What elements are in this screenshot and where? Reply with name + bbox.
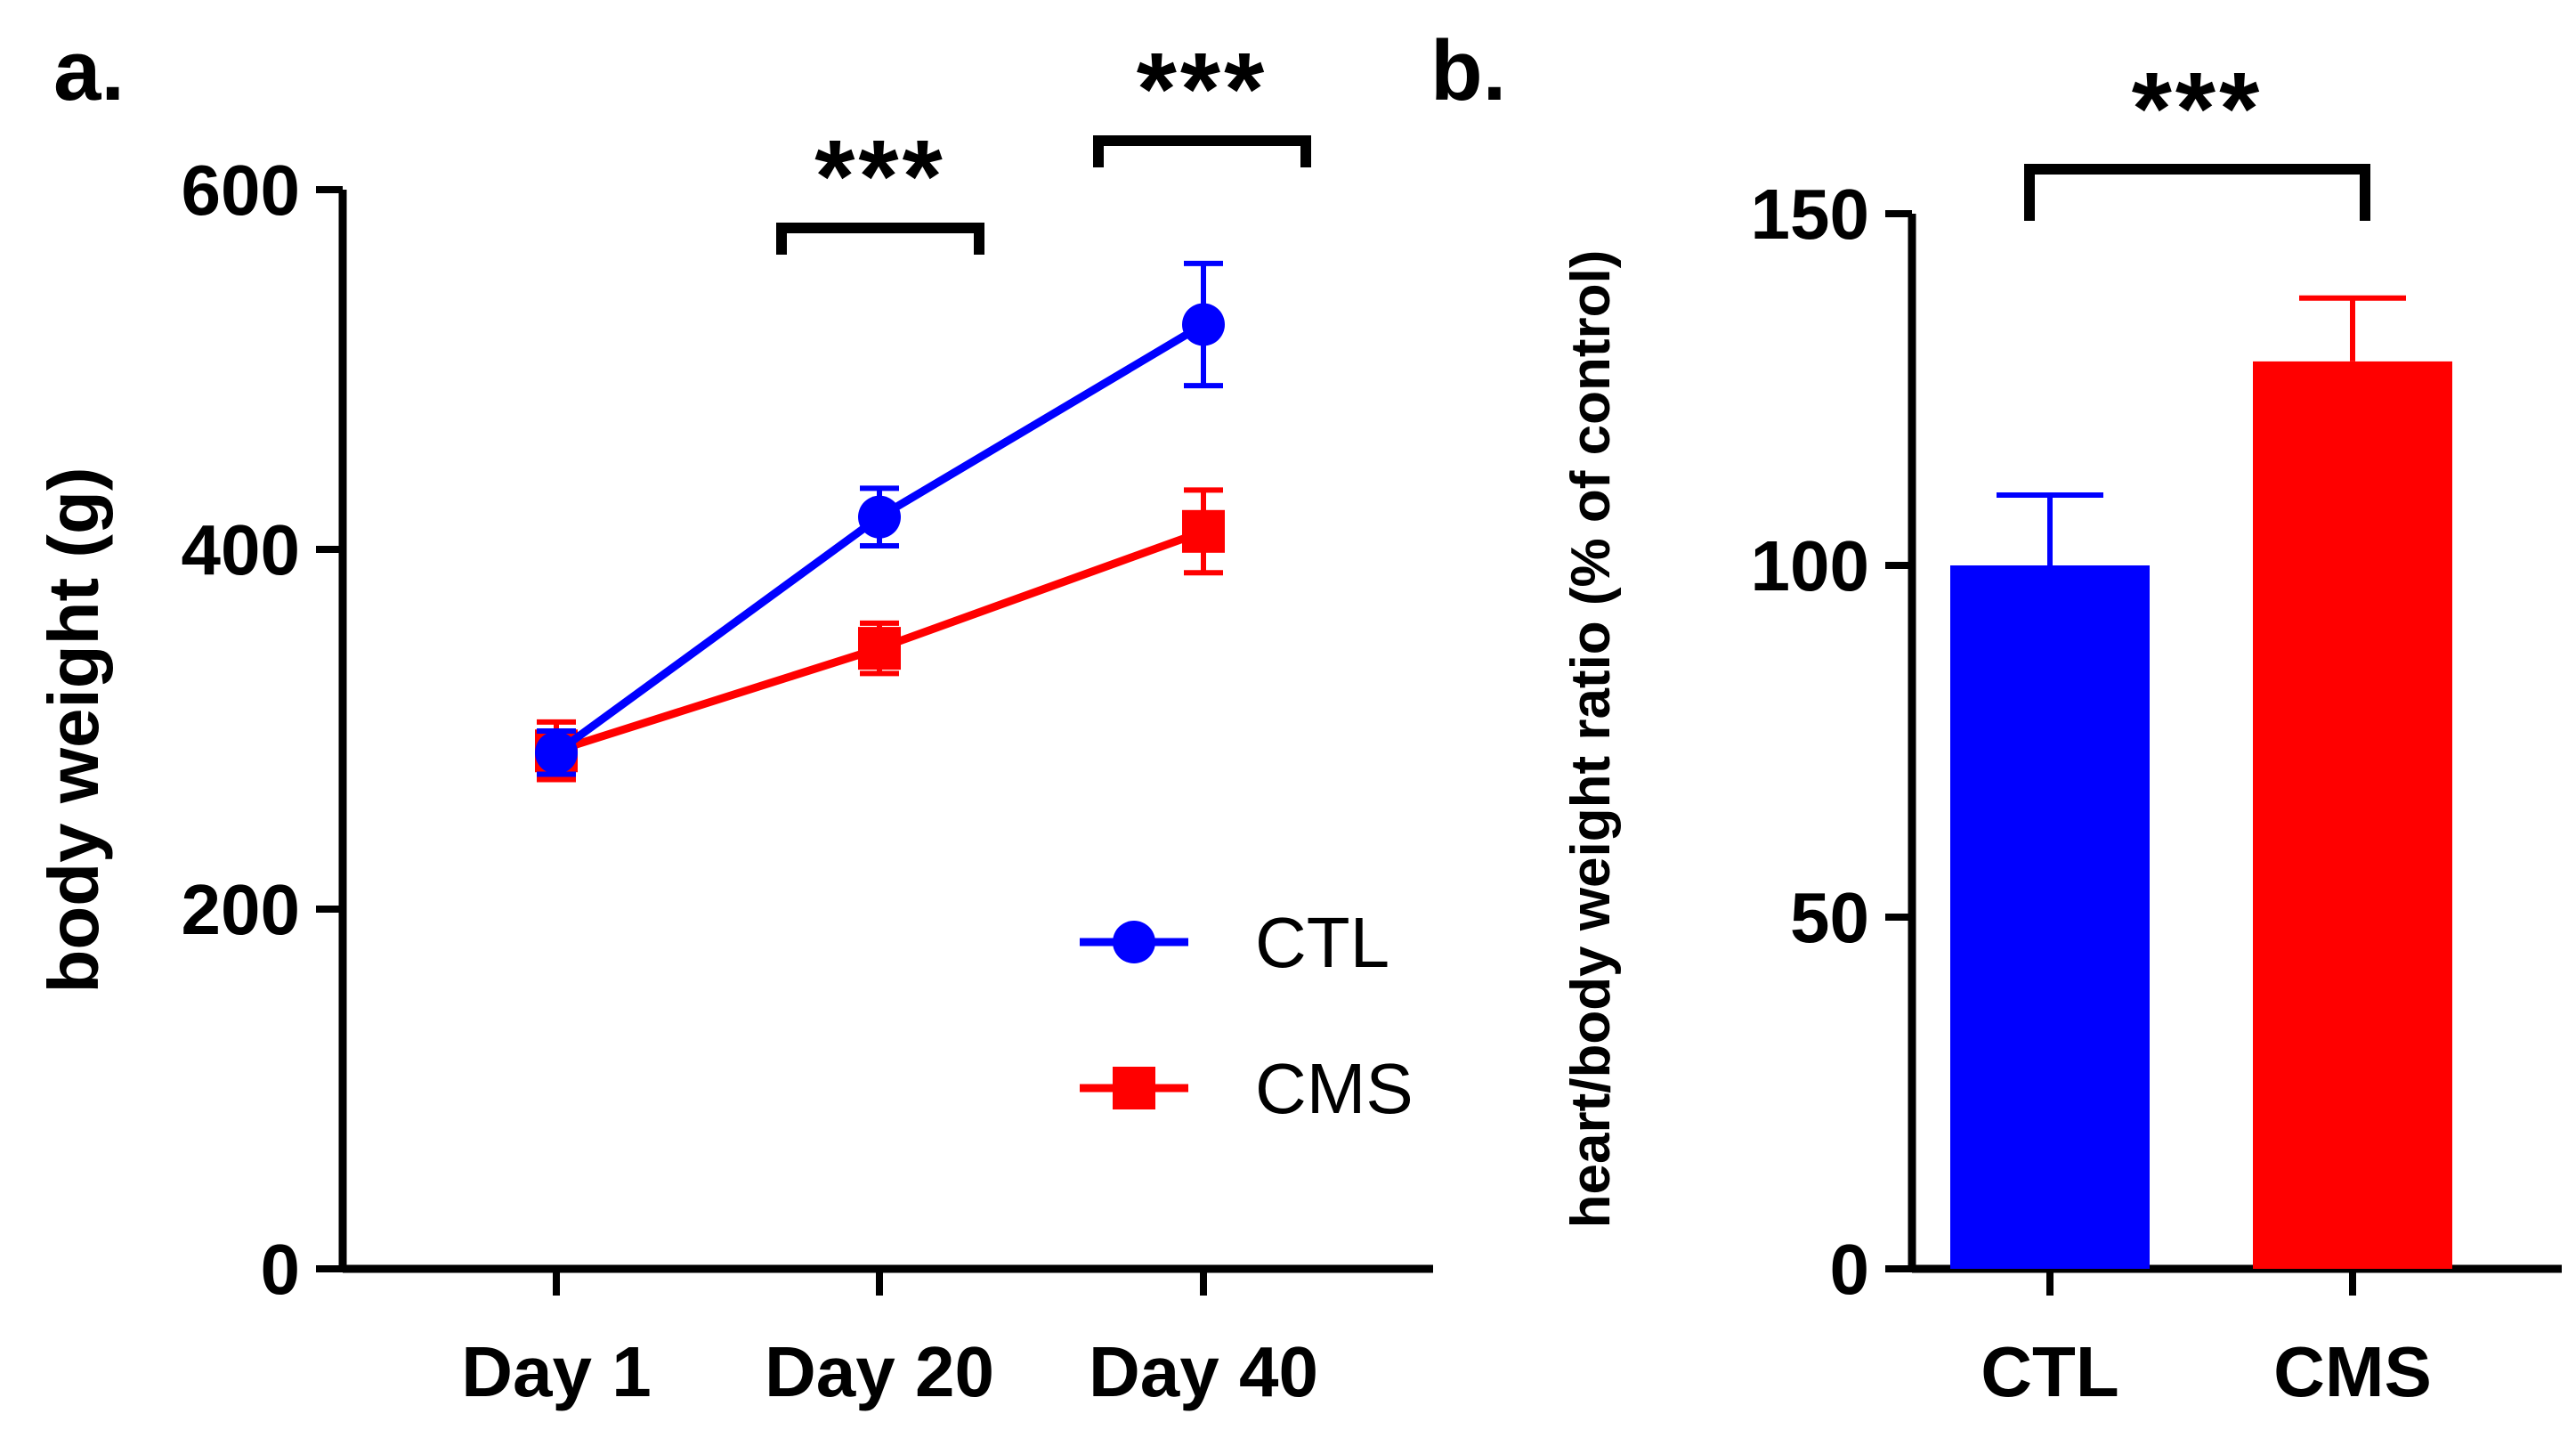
legend: CTL CMS <box>1080 903 1414 1128</box>
x-tick-label: Day 20 <box>765 1332 994 1411</box>
data-point-ctl <box>535 731 578 775</box>
legend-label-cms: CMS <box>1255 1049 1414 1128</box>
x-tick-label: CMS <box>2273 1332 2432 1411</box>
y-tick-label: 0 <box>1830 1230 1870 1309</box>
data-point-ctl <box>858 495 901 539</box>
panel-b-heart-ratio-chart: b. 0 50 100 150 CTL CMS heart/body weight ra… <box>1430 23 2562 1411</box>
y-tick-label: 200 <box>182 870 300 949</box>
data-point-cms <box>1182 509 1225 553</box>
data-point-ctl <box>1182 303 1225 346</box>
y-tick-label: 600 <box>182 150 300 230</box>
significance-label: *** <box>2132 51 2263 167</box>
significance-label: *** <box>814 118 945 234</box>
panel-b-label: b. <box>1430 23 1506 118</box>
significance-label: *** <box>1137 31 1268 147</box>
y-tick-label: 100 <box>1751 526 1869 605</box>
significance-bracket <box>1093 135 1311 167</box>
legend-marker-ctl <box>1113 921 1155 963</box>
x-tick-label: Day 40 <box>1089 1332 1318 1411</box>
x-tick-label: CTL <box>1981 1332 2119 1411</box>
y-tick-label: 150 <box>1751 175 1869 254</box>
panel-a-body-weight-chart: a. 0 200 400 600 Day 1 Day 20 Day 40 body wei… <box>34 23 1433 1411</box>
bar-cms <box>2253 361 2452 1269</box>
data-point-cms <box>858 627 901 670</box>
series-ctl <box>535 260 1225 777</box>
bar-ctl <box>1950 565 2150 1269</box>
y-tick-label: 0 <box>261 1230 301 1309</box>
y-axis-title: heart/body weight ratio (% of control) <box>1560 250 1622 1229</box>
y-axis-title: body weight (g) <box>34 467 113 993</box>
legend-marker-cms <box>1113 1067 1155 1109</box>
y-tick-label: 50 <box>1790 878 1869 957</box>
legend-label-ctl: CTL <box>1255 903 1389 982</box>
y-tick-label: 400 <box>182 510 300 589</box>
x-tick-label: Day 1 <box>461 1332 651 1411</box>
panel-a-label: a. <box>53 23 125 118</box>
significance-bracket <box>776 223 984 255</box>
significance-bracket <box>2024 164 2370 221</box>
